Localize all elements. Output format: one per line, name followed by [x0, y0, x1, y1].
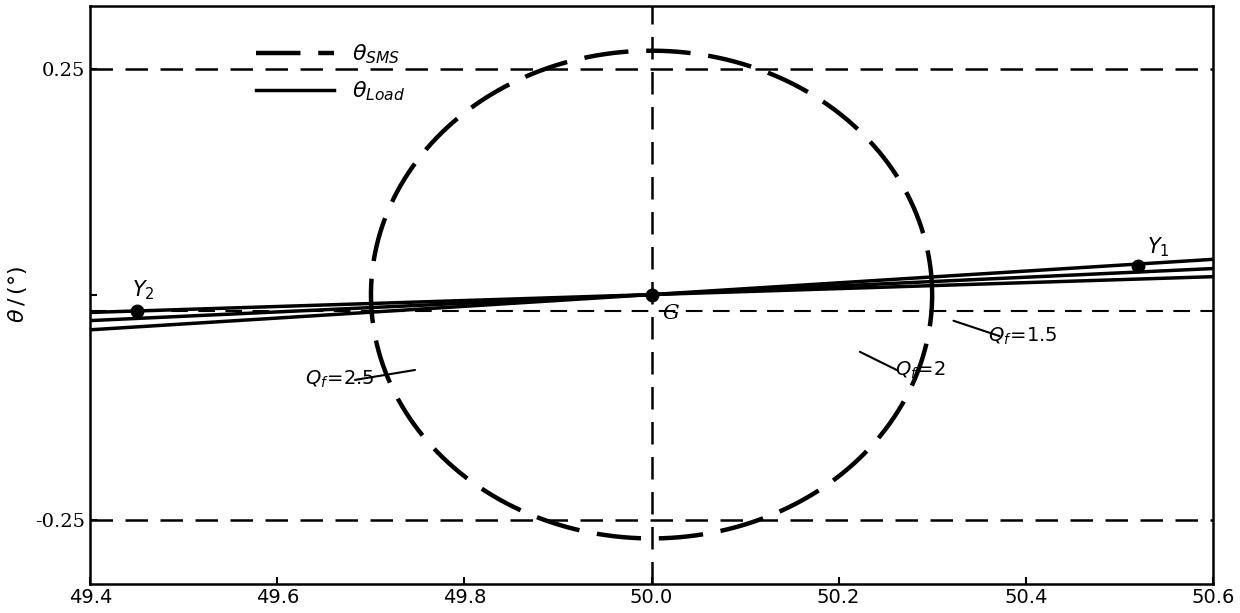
Text: $Q_f\!=\!2.5$: $Q_f\!=\!2.5$	[305, 369, 376, 390]
Text: G: G	[663, 304, 680, 323]
Legend: $\theta_{SMS}$, $\theta_{Load}$: $\theta_{SMS}$, $\theta_{Load}$	[248, 34, 414, 112]
Text: $Y_2$: $Y_2$	[133, 278, 155, 302]
Y-axis label: $\theta\,/\,(°)$: $\theta\,/\,(°)$	[5, 266, 29, 323]
Text: $Y_1$: $Y_1$	[1147, 235, 1169, 259]
Text: $Q_f\!=\!2$: $Q_f\!=\!2$	[895, 360, 945, 381]
Text: $Q_f\!=\!1.5$: $Q_f\!=\!1.5$	[988, 326, 1058, 347]
